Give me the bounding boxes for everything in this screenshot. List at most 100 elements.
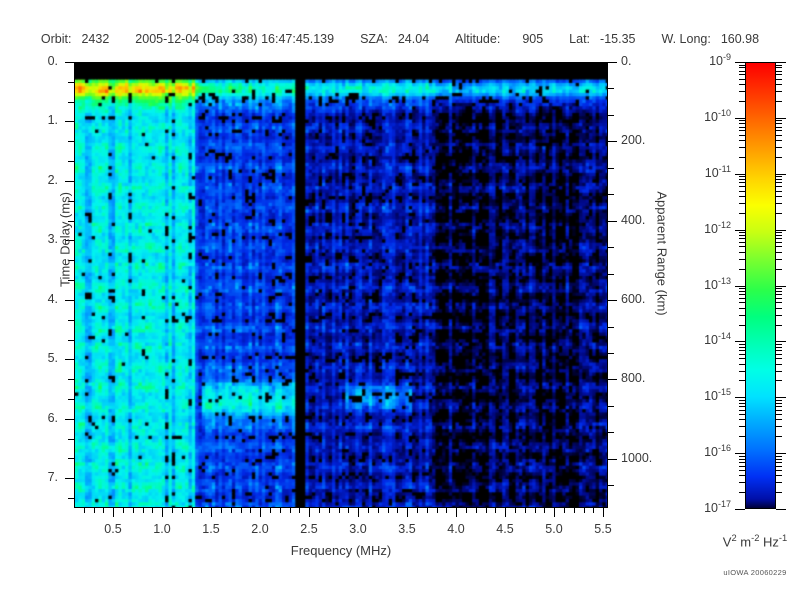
colorbar-gradient [745,62,776,509]
axis-tick [608,62,617,63]
axis-tick [739,74,745,75]
axis-tick [241,508,242,513]
axis-tick [65,181,74,182]
colorbar-tick-label: 10-13 [673,276,731,292]
unit-m-exponent: -2 [751,533,760,543]
axis-tick [776,509,786,510]
axis-tick [739,291,745,292]
colorbar-tick-exponent: -14 [717,331,731,341]
axis-tick [103,508,104,513]
colorbar-tick-label: 10-10 [673,108,731,124]
axis-tick [776,232,782,233]
axis-tick [776,242,782,243]
axis-tick [735,174,745,175]
colorbar-tick-exponent: -13 [717,276,731,286]
axis-tick [776,286,786,287]
axis-tick [68,458,74,459]
axis-tick [739,288,745,289]
axis-tick [739,203,745,204]
axis-tick [776,456,782,457]
axis-tick [776,135,782,136]
colorbar-tick-mantissa: 10 [704,501,718,516]
axis-tick [739,84,745,85]
axis-tick [68,340,74,341]
axis-tick [739,298,745,299]
colorbar-tick-mantissa: 10 [704,333,718,348]
axis-tick [739,344,745,345]
axis-tick [776,397,786,398]
axis-tick [776,123,782,124]
axis-tick [739,456,745,457]
axis-tick [68,141,74,142]
axis-tick [407,508,408,517]
axis-tick [172,508,173,513]
axis-tick [68,399,74,400]
axis-tick-label: 600. [621,292,646,306]
axis-tick [776,403,782,404]
axis-tick [739,269,745,270]
colorbar-tick-mantissa: 10 [704,110,718,125]
axis-tick [739,65,745,66]
axis-tick [776,230,786,231]
axis-tick-label: 6. [47,411,58,425]
axis-tick [739,436,745,437]
axis-tick [535,508,536,513]
axis-tick [776,157,782,158]
axis-tick [68,102,74,103]
axis-tick [608,194,614,195]
axis-tick [739,364,745,365]
axis-tick [776,176,782,177]
colorbar-tick-mantissa: 10 [709,54,723,69]
axis-tick [776,475,782,476]
axis-tick [739,325,745,326]
axis-tick [608,353,614,354]
axis-tick [608,459,617,460]
axis-tick [608,168,614,169]
axis-tick [776,426,782,427]
header-metadata-bar: Orbit: 2432 2005-12-04 (Day 338) 16:47:45.… [0,30,800,48]
axis-tick [329,508,330,513]
axis-tick [201,508,202,513]
axis-tick [446,508,447,513]
axis-tick [739,308,745,309]
axis-tick [368,508,369,513]
axis-tick [739,147,745,148]
axis-tick [739,459,745,460]
axis-tick [739,403,745,404]
colorbar-tick-mantissa: 10 [704,445,718,460]
colorbar-tick-exponent: -17 [717,499,731,509]
unit-v-exponent: 2 [731,533,737,543]
axis-tick [776,127,782,128]
axis-tick [113,508,114,517]
axis-tick [739,101,745,102]
axis-tick [739,400,745,401]
axis-tick [84,508,85,513]
axis-tick [739,123,745,124]
axis-tick [192,508,193,513]
axis-tick [776,65,782,66]
axis-tick [250,508,251,513]
axis-tick [68,439,74,440]
axis-tick [739,140,745,141]
altitude-label: Altitude: [455,32,501,46]
axis-tick [739,470,745,471]
axis-tick [776,350,782,351]
axis-tick [735,286,745,287]
axis-tick [94,508,95,513]
axis-tick [739,380,745,381]
axis-tick [739,294,745,295]
axis-tick [739,466,745,467]
axis-tick [776,453,786,454]
axis-tick [65,62,74,63]
axis-tick [593,508,594,513]
axis-tick [280,508,281,513]
axis-tick-label: 3. [47,232,58,246]
axis-tick [776,238,782,239]
colorbar-tick-exponent: -10 [717,108,731,118]
axis-tick [739,242,745,243]
axis-tick [739,462,745,463]
axis-tick [739,127,745,128]
axis-tick [65,300,74,301]
axis-tick [739,91,745,92]
colorbar-tick-label: 10-12 [673,220,731,236]
